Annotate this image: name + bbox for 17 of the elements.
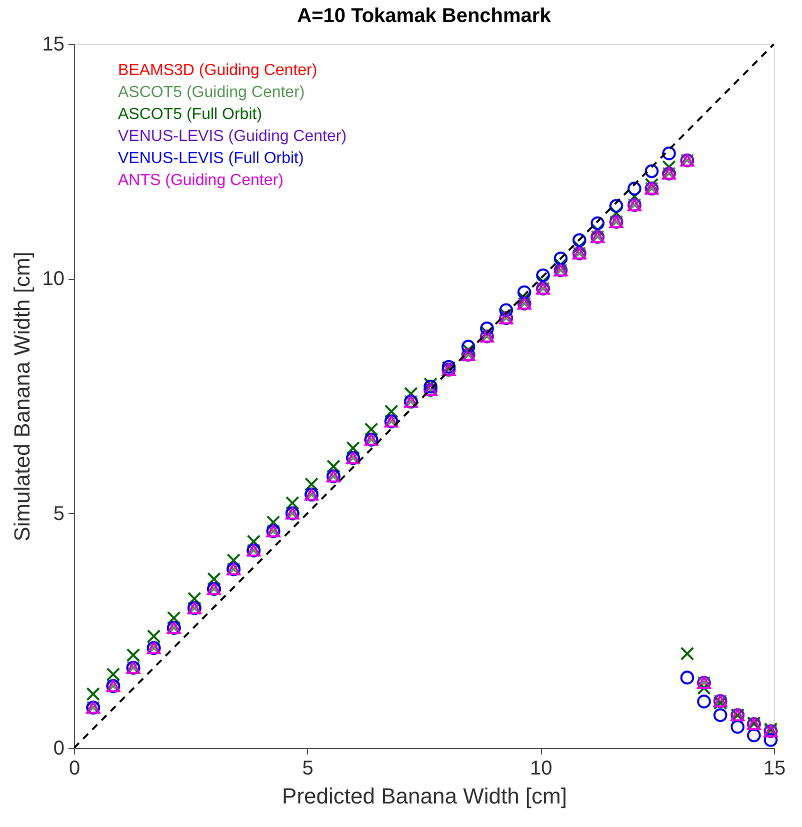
y-tick-label: 5	[53, 502, 64, 525]
text: BEAMS3D (Guiding Center)	[118, 62, 318, 79]
text: VENUS-LEVIS (Guiding Center)	[118, 128, 347, 145]
chart-title: A=10 Tokamak Benchmark	[297, 5, 552, 27]
text: ANTS (Guiding Center)	[118, 172, 284, 189]
y-axis-title: Simulated Banana Width [cm]	[9, 252, 34, 542]
text: ASCOT5 (Full Orbit)	[118, 106, 262, 123]
x-tick-label: 15	[763, 758, 786, 780]
x-tick-label: 10	[530, 758, 552, 780]
y-tick-label: 15	[42, 34, 64, 56]
y-tick-label: 0	[53, 738, 64, 760]
text: VENUS-LEVIS (Full Orbit)	[118, 150, 304, 167]
y-tick-label: 10	[42, 268, 64, 290]
x-tick-label: 0	[68, 758, 80, 780]
text: ASCOT5 (Guiding Center)	[118, 84, 305, 101]
x-tick-label: 5	[302, 758, 314, 780]
x-axis-title: Predicted Banana Width [cm]	[282, 784, 567, 808]
